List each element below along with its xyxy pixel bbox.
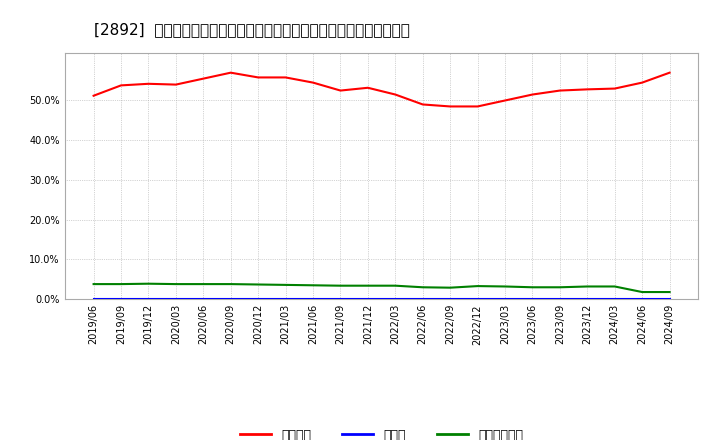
Legend: 自己資本, のれん, 繰延税金資産: 自己資本, のれん, 繰延税金資産 xyxy=(235,424,528,440)
Text: [2892]  自己資本、のれん、繰延税金資産の総資産に対する比率の推移: [2892] 自己資本、のれん、繰延税金資産の総資産に対する比率の推移 xyxy=(94,22,410,37)
